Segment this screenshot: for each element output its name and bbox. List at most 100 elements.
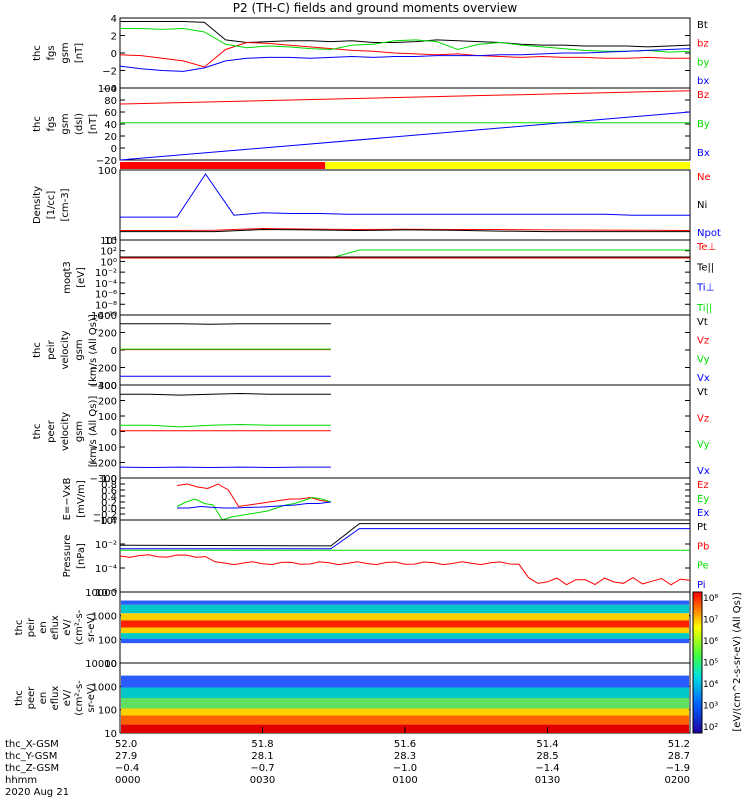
xtick-zgsm: −0.7 bbox=[250, 763, 274, 774]
xtick-ygsm: 28.5 bbox=[536, 751, 558, 762]
temperature-ytick-label: 10⁻¹⁰ bbox=[91, 311, 117, 322]
peer-velocity-ytick-label: 0 bbox=[111, 428, 117, 439]
xtick-ygsm: 28.1 bbox=[251, 751, 273, 762]
xaxis-row-label: thc_X-GSM bbox=[5, 739, 59, 750]
efield-series-Ez bbox=[176, 483, 331, 508]
colorbar bbox=[692, 591, 703, 734]
peer-eflux-band-1 bbox=[121, 687, 689, 698]
peir-eflux-ytick-label: 1000 bbox=[92, 612, 117, 623]
peir-velocity-ytick-label: −200 bbox=[90, 364, 117, 375]
xtick-time: 0200 bbox=[665, 775, 690, 786]
fgs-ytick-label: 4 bbox=[111, 14, 117, 25]
peer-eflux-band-0 bbox=[121, 675, 689, 688]
efield-series-Ey bbox=[176, 496, 332, 521]
peer-velocity-legend-Vz: Vz bbox=[697, 413, 709, 424]
temperature-legend-Ti⊥: Ti⊥ bbox=[696, 283, 714, 294]
xtick-zgsm: −1.9 bbox=[666, 763, 690, 774]
fgs-dsl-ytick-label: 40 bbox=[104, 120, 117, 131]
xaxis-row-label: thc_Y-GSM bbox=[5, 751, 57, 762]
density-ytick-label: 10 bbox=[104, 236, 117, 247]
density-ytick-label: 100 bbox=[98, 166, 117, 177]
peir-eflux-ylabel-0: thc bbox=[14, 620, 25, 636]
efield-frame bbox=[119, 477, 691, 521]
peer-velocity-legend-Vt: Vt bbox=[697, 387, 708, 398]
fgs-dsl-ylabel-4: [nT] bbox=[88, 114, 99, 134]
xaxis-row-label: 2020 Aug 21 bbox=[5, 787, 69, 798]
peir-velocity-ytick-label: 400 bbox=[98, 311, 117, 322]
peir-eflux-ylabel-4: eV/ bbox=[62, 619, 73, 636]
peer-velocity-ylabel-4: [km/s (All Qs)] bbox=[88, 396, 99, 468]
peir-velocity-legend-Vt: Vt bbox=[697, 317, 708, 328]
density-series-Ne bbox=[120, 227, 691, 231]
fgs-dsl-ytick-label: 60 bbox=[104, 108, 117, 119]
peer-eflux-band-4 bbox=[121, 715, 689, 725]
fgs-series-Bt bbox=[120, 21, 691, 48]
pressure-ytick-label: 10⁻² bbox=[95, 540, 117, 551]
fgs-dsl-legend-Bz: Bz bbox=[697, 90, 709, 101]
fgs-ylabel-3: [nT] bbox=[74, 43, 85, 63]
xtick-time: 0000 bbox=[115, 775, 140, 786]
peir-eflux-ylabel-5: (cm²-s- bbox=[74, 609, 85, 645]
peir-eflux-band-4 bbox=[121, 627, 689, 634]
efield-ylabel-1: [mV/m] bbox=[76, 480, 87, 518]
pressure-legend-Pt: Pt bbox=[697, 522, 707, 533]
efield-ytick-label: −0.2 bbox=[93, 510, 117, 521]
xtick-xgsm: 51.2 bbox=[668, 739, 690, 750]
pressure-legend-Pe: Pe bbox=[697, 561, 709, 572]
temperature-ytick-label: 10² bbox=[100, 247, 117, 258]
temperature-legend-Te⊥: Te⊥ bbox=[696, 242, 716, 253]
peer-eflux-band-2 bbox=[121, 698, 689, 709]
peer-velocity-ylabel-3: gsm bbox=[74, 421, 85, 442]
density-legend-Ne: Ne bbox=[697, 172, 711, 183]
peer-velocity-frame bbox=[119, 384, 691, 479]
density-legend-Npot: Npot bbox=[697, 228, 721, 239]
temperature-ylabel-0: moqt3 bbox=[62, 261, 73, 294]
temperature-ylabel-1: [eV] bbox=[76, 267, 87, 288]
peer-eflux-ylabel-6: sr-eV) bbox=[86, 683, 97, 712]
peer-velocity-ylabel-1: peer bbox=[46, 419, 57, 443]
peir-velocity-ylabel-3: gsm bbox=[74, 339, 85, 360]
efield-ytick-label: 0.2 bbox=[101, 498, 117, 509]
peir-eflux-band-6 bbox=[121, 638, 689, 644]
efield-ytick-label: −0.4 bbox=[93, 516, 117, 527]
temperature-legend-Ti||: Ti|| bbox=[696, 303, 712, 314]
peer-velocity-ytick-label: 200 bbox=[98, 397, 117, 408]
fgs-legend-Bt: Bt bbox=[697, 20, 708, 31]
colorbar-tick-label: 10⁸ bbox=[703, 594, 718, 604]
xtick-zgsm: −1.4 bbox=[535, 763, 559, 774]
fgs-dsl-ylabel-2: gsm bbox=[60, 113, 71, 134]
peer-velocity-ylabel-2: velocity bbox=[60, 412, 71, 451]
xtick-xgsm: 51.6 bbox=[394, 739, 416, 750]
temperature-legend-Te||: Te|| bbox=[696, 262, 714, 273]
peer-velocity-series-Vy bbox=[120, 423, 331, 428]
peir-eflux-ylabel-6: sr-eV) bbox=[86, 613, 97, 642]
fgs-dsl-ytick-label: 100 bbox=[98, 84, 117, 95]
efield-ylabel-0: E=−VxB bbox=[62, 478, 73, 521]
peir-eflux-ylabel-1: peir bbox=[26, 617, 37, 637]
peer-velocity-ytick-label: −300 bbox=[90, 474, 117, 485]
peir-velocity-legend-Vx: Vx bbox=[697, 373, 710, 384]
fgs-dsl-ylabel-3: (dsl) bbox=[74, 113, 85, 135]
fgs-legend-bx: bx bbox=[697, 76, 709, 87]
peer-eflux-ytick-label: 10000 bbox=[85, 659, 117, 670]
temperature-frame bbox=[119, 239, 691, 316]
fgs-ylabel-1: fgs bbox=[46, 45, 57, 60]
fgs-ylabel-2: gsm bbox=[60, 42, 71, 63]
xaxis-row-label: thc_Z-GSM bbox=[5, 763, 59, 774]
peir-velocity-legend-Vy: Vy bbox=[697, 354, 710, 365]
fgs-dsl-legend-Bx: Bx bbox=[697, 148, 710, 159]
pressure-ylabel-1: [nPa] bbox=[76, 543, 87, 569]
peer-velocity-legend-Vy: Vy bbox=[697, 440, 710, 451]
colorbar-tick-label: 10² bbox=[703, 723, 718, 733]
xtick-xgsm: 51.8 bbox=[251, 739, 273, 750]
peir-eflux-ytick-label: 100 bbox=[98, 635, 117, 646]
mode-segment-0 bbox=[120, 162, 326, 169]
pressure-ytick-label: 10⁰ bbox=[100, 516, 117, 527]
xtick-time: 0030 bbox=[250, 775, 275, 786]
temperature-ytick-label: 10⁻⁸ bbox=[95, 300, 117, 311]
peir-velocity-ylabel-1: peir bbox=[46, 339, 57, 359]
pressure-ytick-label: 10⁻⁶ bbox=[95, 588, 117, 599]
fgs-ylabel-0: thc bbox=[32, 45, 43, 61]
xtick-zgsm: −0.4 bbox=[115, 763, 139, 774]
